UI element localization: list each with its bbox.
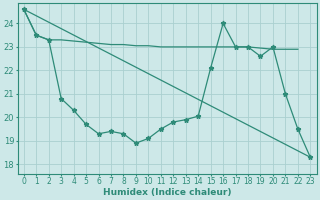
X-axis label: Humidex (Indice chaleur): Humidex (Indice chaleur) <box>103 188 231 197</box>
